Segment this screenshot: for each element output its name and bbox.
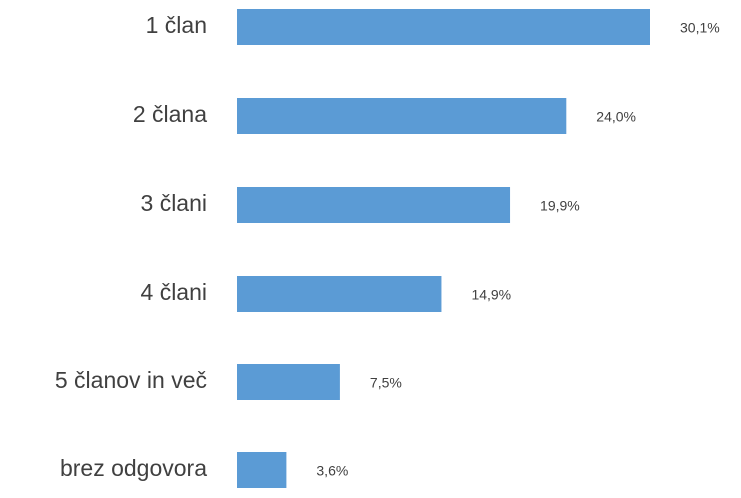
bar [237, 452, 287, 488]
value-label: 30,1% [680, 20, 720, 36]
value-label: 19,9% [540, 198, 580, 214]
category-label: brez odgovora [60, 455, 207, 481]
bar [237, 364, 340, 400]
category-label: 5 članov in več [55, 367, 207, 393]
bar [237, 9, 650, 45]
category-label: 3 člani [141, 190, 207, 216]
bar [237, 276, 442, 312]
category-label: 4 člani [141, 279, 207, 305]
value-label: 24,0% [596, 109, 636, 125]
bar [237, 98, 567, 134]
category-label: 2 člana [133, 101, 207, 127]
category-label: 1 član [146, 12, 207, 38]
bar [237, 187, 511, 223]
value-label: 14,9% [471, 287, 511, 303]
value-label: 7,5% [370, 375, 402, 391]
value-label: 3,6% [316, 463, 348, 479]
